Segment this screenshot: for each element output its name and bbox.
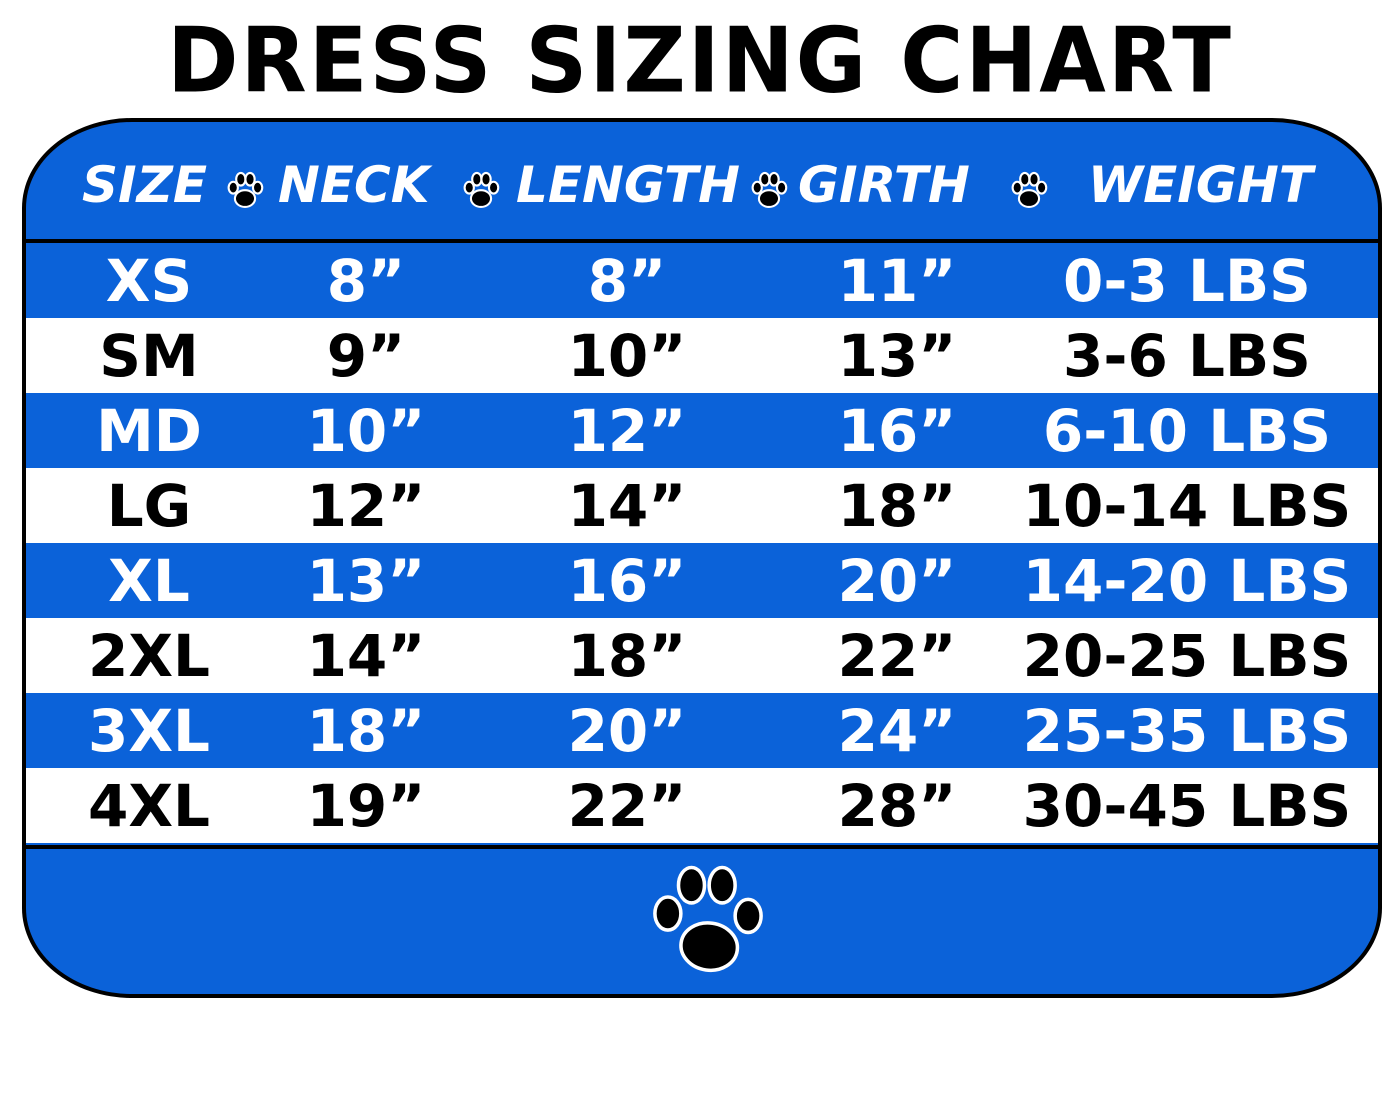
cell-neck: 19” <box>306 772 426 840</box>
table-row: 3XL 18” 20” 24” 25-35 LBS <box>26 693 1378 768</box>
cell-neck: 10” <box>306 397 426 465</box>
cell-neck: 14” <box>306 622 426 690</box>
header-divider <box>26 239 1378 243</box>
paw-print-icon <box>463 171 500 209</box>
cell-size: 3XL <box>87 697 211 765</box>
table-header: SIZE NECK LENGTH GIRTH WEIGHT <box>26 122 1378 239</box>
paw-print-icon <box>653 865 763 973</box>
cell-neck: 18” <box>306 697 426 765</box>
cell-girth: 11” <box>837 247 957 315</box>
header-weight: WEIGHT <box>1088 156 1313 214</box>
cell-weight: 30-45 LBS <box>1022 772 1352 840</box>
cell-neck: 8” <box>326 247 406 315</box>
cell-weight: 6-10 LBS <box>1042 397 1332 465</box>
cell-length: 22” <box>567 772 687 840</box>
cell-neck: 13” <box>306 547 426 615</box>
cell-size: XL <box>108 547 190 615</box>
header-girth: GIRTH <box>798 156 970 214</box>
cell-girth: 16” <box>837 397 957 465</box>
cell-girth: 13” <box>837 322 957 390</box>
cell-length: 12” <box>567 397 687 465</box>
cell-length: 18” <box>567 622 687 690</box>
paw-print-icon <box>751 171 788 209</box>
sizing-table: SIZE NECK LENGTH GIRTH WEIGHT XS 8” 8” 11” 0… <box>22 118 1382 998</box>
table-row: XS 8” 8” 11” 0-3 LBS <box>26 243 1378 318</box>
table-row: MD 10” 12” 16” 6-10 LBS <box>26 393 1378 468</box>
cell-size: SM <box>99 322 199 390</box>
cell-neck: 9” <box>326 322 406 390</box>
cell-weight: 20-25 LBS <box>1022 622 1352 690</box>
cell-weight: 10-14 LBS <box>1022 472 1352 540</box>
paw-print-icon <box>1011 171 1048 209</box>
cell-size: 4XL <box>87 772 211 840</box>
cell-weight: 25-35 LBS <box>1022 697 1352 765</box>
header-length: LENGTH <box>516 156 740 214</box>
table-row: 4XL 19” 22” 28” 30-45 LBS <box>26 768 1378 843</box>
table-row: SM 9” 10” 13” 3-6 LBS <box>26 318 1378 393</box>
cell-size: XS <box>105 247 193 315</box>
cell-girth: 20” <box>837 547 957 615</box>
paw-print-icon <box>227 171 264 209</box>
cell-girth: 28” <box>837 772 957 840</box>
cell-length: 20” <box>567 697 687 765</box>
header-neck: NECK <box>278 156 430 214</box>
cell-weight: 14-20 LBS <box>1022 547 1352 615</box>
cell-length: 10” <box>567 322 687 390</box>
cell-weight: 0-3 LBS <box>1063 247 1311 315</box>
header-size: SIZE <box>82 156 208 214</box>
cell-weight: 3-6 LBS <box>1063 322 1311 390</box>
table-row: 2XL 14” 18” 22” 20-25 LBS <box>26 618 1378 693</box>
cell-length: 8” <box>587 247 667 315</box>
cell-neck: 12” <box>306 472 426 540</box>
footer-divider <box>26 845 1378 849</box>
cell-girth: 18” <box>837 472 957 540</box>
cell-size: MD <box>96 397 202 465</box>
cell-length: 14” <box>567 472 687 540</box>
table-row: LG 12” 14” 18” 10-14 LBS <box>26 468 1378 543</box>
cell-girth: 24” <box>837 697 957 765</box>
cell-girth: 22” <box>837 622 957 690</box>
chart-title: DRESS SIZING CHART <box>167 8 1233 114</box>
table-row: XL 13” 16” 20” 14-20 LBS <box>26 543 1378 618</box>
cell-size: 2XL <box>87 622 211 690</box>
cell-length: 16” <box>567 547 687 615</box>
cell-size: LG <box>106 472 192 540</box>
